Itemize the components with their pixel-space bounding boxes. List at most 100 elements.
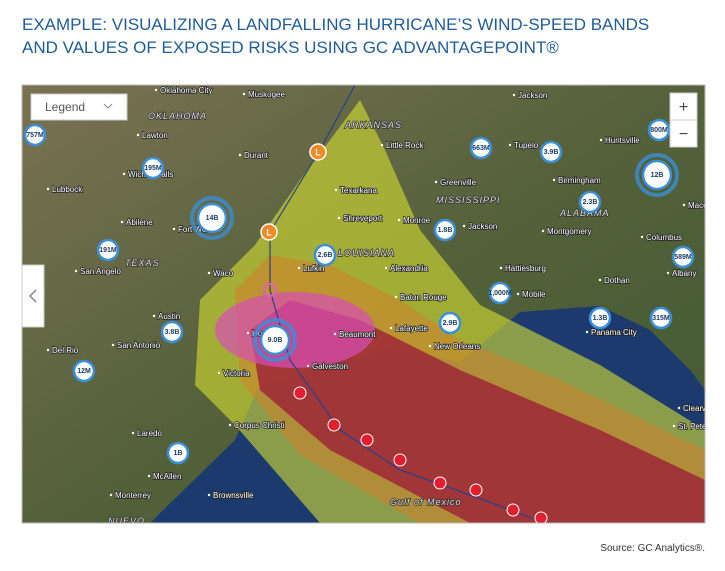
state-label: ALABAMA (559, 208, 610, 218)
city-label: Huntsville (605, 136, 640, 145)
exposure-label: 12B (651, 172, 664, 179)
city-label: Monroe (403, 216, 431, 225)
zoom-in[interactable]: + (669, 92, 698, 121)
city-label: New Orleans (434, 342, 480, 351)
storm-icon (360, 433, 374, 447)
city-dot (337, 216, 341, 220)
city-label: Tupelo (514, 141, 539, 150)
bubble-halo (635, 153, 679, 197)
city-dot (508, 143, 512, 147)
city-label: Shreveport (343, 214, 383, 223)
origin-marker (263, 283, 277, 297)
state-label: ARKANSAS (344, 120, 402, 130)
city-dot (120, 220, 124, 224)
exposure-label: 3.8B (165, 329, 180, 336)
exposure-bubble (313, 243, 337, 267)
city-dot (111, 343, 115, 347)
exposure-bubble (196, 202, 228, 234)
exposure-label: 1B (174, 450, 183, 457)
city-dot (172, 227, 176, 231)
city-label: Austin (158, 312, 180, 321)
city-label: Panama City (591, 328, 637, 337)
city-label: Waco (213, 269, 234, 278)
storm-icon (327, 418, 341, 432)
exposure-bubble (438, 311, 462, 335)
map[interactable]: L L Oklahoma City Muskogee Jackson Lawton Dura… (22, 85, 725, 526)
city-label: Clearwater (683, 404, 722, 413)
water-label: Gulf of Mexico (390, 497, 462, 507)
exposure-bubble (539, 140, 563, 164)
legend-button[interactable]: Legend (30, 93, 128, 121)
exposure-label: 2.9B (443, 320, 458, 327)
city-dot (207, 493, 211, 497)
city-label: Albany (672, 269, 696, 278)
city-dot (384, 266, 388, 270)
state-label: MISSISSIPPI (436, 195, 501, 205)
city-label: Del Rio (52, 346, 79, 355)
city-dot (333, 332, 337, 336)
exposure-label: 191M (99, 247, 117, 254)
city-dot (147, 474, 151, 478)
exposure-bubble (259, 324, 291, 356)
state-label: OKLAHOMA (148, 111, 207, 121)
storm-marker-label: L (266, 228, 272, 238)
city-dot (207, 271, 211, 275)
city-dot (152, 314, 156, 318)
zoom-in-label: + (679, 99, 688, 116)
city-label: Dothan (604, 276, 630, 285)
storm-icon (393, 453, 407, 467)
exposure-label: 2.3B (583, 199, 598, 206)
exposure-bubble (647, 118, 671, 142)
cone-inner (250, 300, 705, 523)
city-label: Macon (688, 201, 712, 210)
chevron (103, 103, 113, 109)
city-dot (334, 188, 338, 192)
city-label: McAllen (153, 472, 181, 481)
city-dot (46, 187, 50, 191)
city-label: Lufkin (303, 264, 324, 273)
city-label: Alexandria (390, 264, 428, 273)
state-label: NUEVO (108, 516, 145, 526)
exposure-label: 9.0B (268, 337, 283, 344)
city-dot (599, 138, 603, 142)
city-label: Oklahoma City (160, 86, 212, 95)
city-dot (246, 331, 250, 335)
storm-icon (433, 476, 447, 490)
exposure-bubble (166, 441, 190, 465)
city-dot (228, 423, 232, 427)
city-label: Birmingham (558, 176, 601, 185)
exposure-bubble (433, 218, 457, 242)
state-label: TEXAS (125, 258, 160, 268)
city-dot (512, 93, 516, 97)
city-label: Baton Rouge (400, 293, 447, 302)
exposure-bubble (160, 320, 184, 344)
city-dot (242, 92, 246, 96)
city-dot (389, 326, 393, 330)
city-label: Abilene (126, 218, 153, 227)
exposure-bubble (641, 159, 673, 191)
city-label: Montgomery (547, 227, 591, 236)
bubble-halo (253, 318, 297, 362)
city-label: Durant (244, 151, 269, 160)
legend-label: Legend (45, 100, 85, 114)
zoom-out[interactable]: − (669, 119, 698, 148)
exposure-bubble (649, 306, 673, 330)
title-line: AND VALUES OF EXPOSED RISKS USING GC ADV… (22, 38, 559, 57)
exposure-label: 1.8B (438, 227, 453, 234)
city-dot (131, 431, 135, 435)
city-dot (640, 235, 644, 239)
city-dot (46, 348, 50, 352)
city-dot (109, 493, 113, 497)
exposure-label: 3.9B (544, 149, 559, 156)
pan-left[interactable] (21, 264, 45, 328)
city-label: Laredo (137, 429, 162, 438)
city-label: Texarkana (340, 186, 377, 195)
storm-icon (469, 483, 483, 497)
city-dot (397, 218, 401, 222)
storm-track (269, 85, 546, 523)
city-dot (552, 178, 556, 182)
city-dot (306, 364, 310, 368)
city-label: Galveston (312, 362, 348, 371)
city-dot (672, 424, 676, 428)
city-dot (677, 406, 681, 410)
